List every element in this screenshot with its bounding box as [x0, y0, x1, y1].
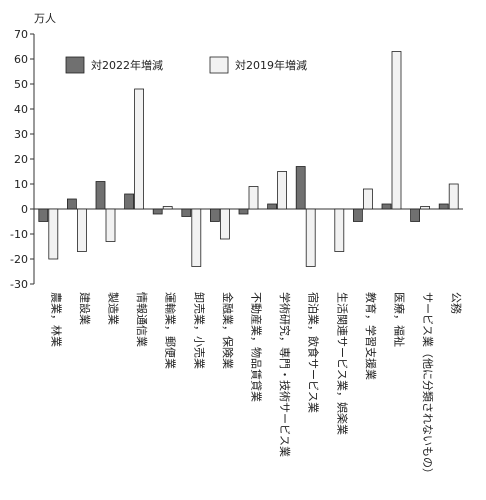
bar-vs2019-9	[305, 208, 316, 267]
category-label-6: 金融業，保険業	[221, 292, 235, 369]
category-label-13: サービス業（他に分類されないもの）	[421, 292, 434, 479]
bar-vs2019-11	[362, 188, 373, 210]
bar-vs2022-1	[67, 198, 77, 210]
bar-vs2019-8	[277, 171, 288, 210]
category-label-5: 卸売業，小売業	[192, 292, 206, 369]
category-label-1: 建設業	[78, 292, 92, 325]
bar-vs2019-1	[77, 208, 87, 252]
y-tick-label: 60	[14, 53, 28, 66]
bar-vs2019-4	[162, 206, 173, 210]
bar-vs2022-7	[238, 208, 249, 215]
bar-vs2022-2	[95, 181, 106, 210]
legend-swatch-1	[209, 56, 229, 74]
bar-vs2022-12	[381, 203, 392, 210]
bar-vs2019-6	[219, 208, 230, 240]
y-tick-label: -20	[10, 253, 28, 266]
bar-vs2022-14	[438, 203, 449, 210]
bar-vs2019-5	[191, 208, 202, 267]
legend: 対2022年増減 対2019年増減	[65, 56, 307, 74]
bar-vs2022-11	[352, 208, 363, 222]
y-tick-label: 30	[14, 128, 28, 141]
y-tick-label: 0	[21, 203, 28, 216]
y-tick-label: 10	[14, 178, 28, 191]
bar-vs2019-12	[391, 51, 402, 210]
bar-vs2019-13	[420, 206, 431, 210]
category-label-11: 教育，学習支援業	[364, 292, 378, 380]
bar-vs2022-4	[152, 208, 163, 215]
y-tick-label: -30	[10, 278, 28, 291]
bar-vs2019-10	[334, 208, 345, 252]
bar-vs2022-6	[209, 208, 220, 222]
bar-vs2019-2	[105, 208, 116, 242]
legend-label-1: 対2019年増減	[235, 58, 307, 72]
category-label-0: 農業，林業	[49, 292, 63, 347]
bar-vs2022-0	[38, 208, 49, 222]
category-label-7: 不動産業，物品賃貸業	[250, 292, 264, 402]
y-tick-label: 50	[14, 78, 28, 91]
category-label-4: 運輸業，郵便業	[164, 292, 178, 369]
bar-vs2022-8	[267, 203, 278, 210]
category-label-12: 医療，福祉	[393, 292, 407, 347]
y-tick-label: -10	[10, 228, 28, 241]
bar-vs2019-7	[248, 186, 259, 210]
category-label-14: 公務	[450, 292, 464, 314]
legend-swatch-0	[65, 56, 85, 74]
bar-vs2019-3	[134, 88, 145, 210]
category-label-8: 学術研究，専門・技術サービス業	[278, 292, 292, 457]
bars	[38, 51, 459, 267]
bar-vs2022-3	[124, 193, 134, 210]
bar-vs2019-14	[448, 183, 459, 210]
category-labels: 農業，林業 建設業 製造業 情報通信業 運輸業，郵便業 卸売業，小売業 金融業，保険業 不動産…	[49, 292, 463, 479]
y-axis: 70 60 50 40 30 20 10 0 -10 -20 -30	[10, 28, 463, 291]
category-label-10: 生活関連サービス業，娯楽業	[335, 292, 349, 435]
bar-vs2022-5	[181, 208, 192, 217]
category-label-3: 情報通信業	[135, 292, 148, 347]
bar-vs2022-13	[410, 208, 421, 222]
bar-vs2019-0	[48, 208, 59, 260]
y-tick-label: 20	[14, 153, 28, 166]
y-tick-label: 70	[14, 28, 28, 41]
y-tick-label: 40	[14, 103, 28, 116]
y-unit-label: 万人	[34, 12, 56, 25]
category-label-9: 宿泊業，飲食サービス業	[307, 292, 321, 413]
legend-label-0: 対2022年増減	[91, 58, 163, 72]
bar-vs2022-9	[295, 166, 306, 210]
category-label-2: 製造業	[107, 292, 121, 325]
